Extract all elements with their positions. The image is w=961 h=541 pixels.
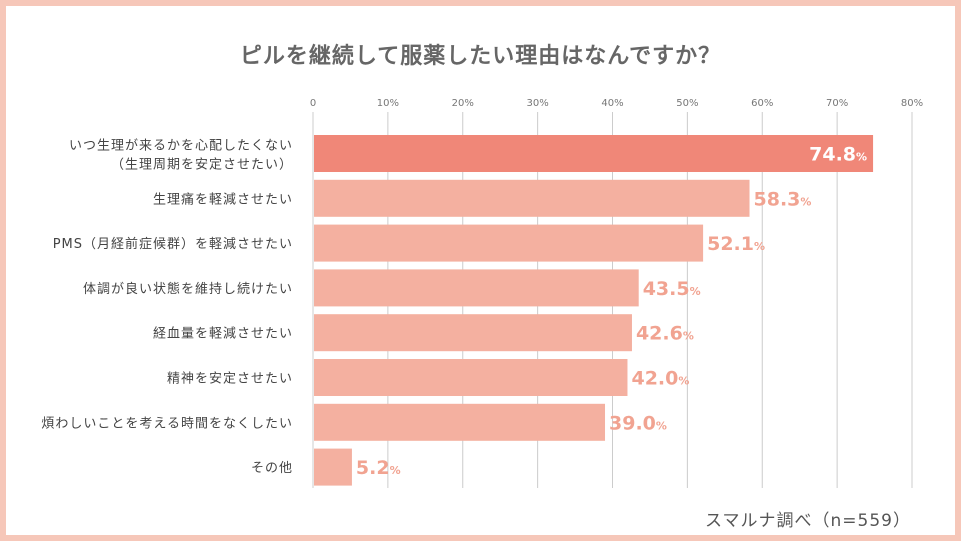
category-label: いつ生理が来るかを心配したくない bbox=[69, 139, 293, 154]
bar bbox=[314, 359, 628, 396]
data-label: 5.2% bbox=[356, 457, 401, 479]
bar bbox=[314, 179, 750, 217]
category-label: 精神を安定させたい bbox=[167, 372, 293, 387]
category-label: （生理周期を安定させたい） bbox=[111, 158, 293, 173]
x-tick-label: 30% bbox=[527, 98, 549, 109]
x-tick-label: 60% bbox=[751, 98, 773, 109]
bar bbox=[314, 314, 632, 352]
x-tick-label: 80% bbox=[901, 98, 923, 109]
bar bbox=[314, 224, 704, 262]
category-label: PMS（月経前症候群）を軽減させたい bbox=[53, 236, 293, 252]
chart-title: ピルを継続して服薬したい理由はなんですか？ bbox=[239, 44, 722, 69]
x-tick-label: 70% bbox=[826, 98, 848, 109]
source-note: スマルナ調べ（n=559） bbox=[705, 511, 911, 531]
x-tick-label: 50% bbox=[676, 98, 698, 109]
category-label: 経血量を軽減させたい bbox=[153, 326, 293, 342]
x-tick-label: 0 bbox=[310, 98, 316, 109]
category-label: 体調が良い状態を維持し続けたい bbox=[83, 281, 293, 297]
bar bbox=[314, 269, 639, 307]
data-label: 58.3% bbox=[754, 188, 812, 210]
x-tick-label: 20% bbox=[452, 98, 474, 109]
data-label: 43.5% bbox=[643, 278, 701, 300]
data-label: 52.1% bbox=[707, 233, 765, 255]
data-label: 39.0% bbox=[609, 412, 667, 434]
category-label: その他 bbox=[251, 461, 293, 476]
category-label: 煩わしいことを考える時間をなくしたい bbox=[41, 416, 293, 431]
bar bbox=[314, 403, 606, 441]
bar bbox=[314, 135, 874, 172]
bar bbox=[314, 448, 352, 486]
data-label: 74.8% bbox=[809, 144, 867, 166]
x-tick-label: 10% bbox=[377, 98, 399, 109]
data-label: 42.6% bbox=[636, 323, 694, 345]
category-label: 生理痛を軽減させたい bbox=[153, 191, 293, 207]
data-label: 42.0% bbox=[631, 368, 689, 390]
x-tick-label: 40% bbox=[601, 98, 623, 109]
